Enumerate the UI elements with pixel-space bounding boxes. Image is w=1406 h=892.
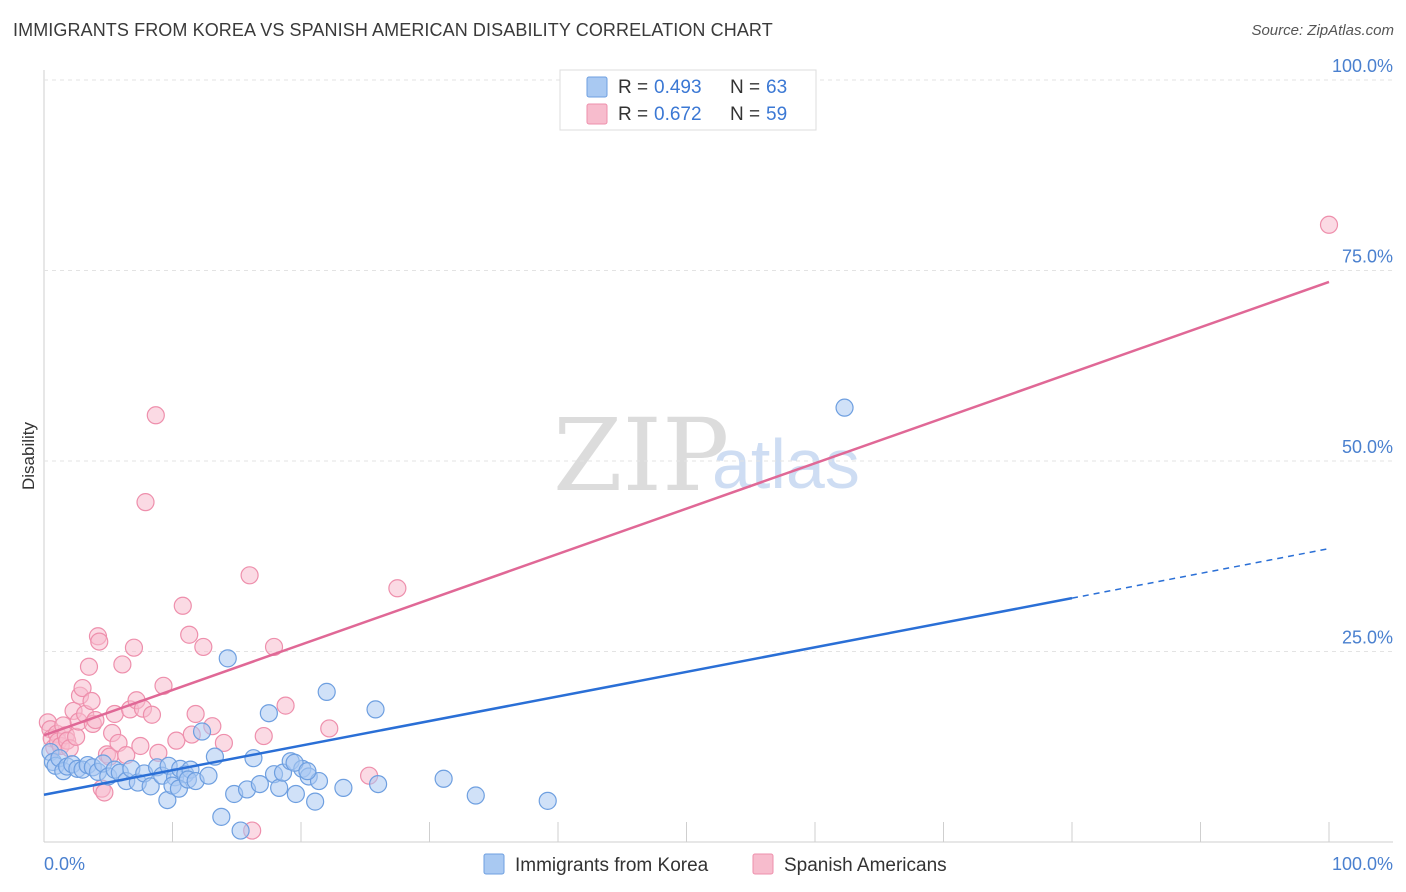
spanish-point-43 xyxy=(173,596,192,615)
spanish-point-39 xyxy=(146,406,165,425)
korea-point-39 xyxy=(231,821,250,840)
y-tick-label-100: 100.0% xyxy=(1332,56,1393,76)
korea-point-43 xyxy=(259,704,278,723)
korea-point-55 xyxy=(317,682,336,701)
korea-point-36 xyxy=(212,807,231,826)
korea-point-33 xyxy=(192,722,212,741)
y-tick-labels: 25.0% 50.0% 75.0% 100.0% xyxy=(1332,56,1393,648)
legend-spanish-swatch xyxy=(752,853,774,875)
spanish-point-17 xyxy=(79,657,99,676)
stats-spanish-r-label: R = xyxy=(618,104,648,125)
spanish-point-37 xyxy=(136,493,155,512)
series-spanish-americans xyxy=(38,215,1339,840)
spanish-point-18 xyxy=(82,691,101,711)
x-tick-label-0: 0.0% xyxy=(44,854,85,874)
spanish-trend-line xyxy=(43,280,1330,737)
korea-trend-extension xyxy=(1071,547,1330,599)
stats-korea-r-value: 0.493 xyxy=(654,77,702,98)
stats-spanish-r-value: 0.672 xyxy=(654,104,702,125)
korea-point-58 xyxy=(434,769,453,788)
series-immigrants-from-korea xyxy=(41,398,854,840)
y-axis-label: Disability xyxy=(19,421,38,490)
spanish-point-58 xyxy=(1319,215,1339,234)
korea-point-61 xyxy=(835,398,854,417)
korea-point-51 xyxy=(306,792,325,811)
stats-spanish-n-label: N = xyxy=(730,104,760,125)
spanish-point-33 xyxy=(124,638,144,657)
stats-korea-r-label: R = xyxy=(618,77,648,98)
y-tick-label-25: 25.0% xyxy=(1342,628,1393,648)
korea-point-52 xyxy=(309,771,329,791)
gridlines xyxy=(44,79,1393,652)
spanish-point-52 xyxy=(276,696,295,715)
stats-spanish-n-value: 59 xyxy=(766,104,787,125)
korea-point-57 xyxy=(369,774,388,794)
spanish-point-55 xyxy=(388,579,407,598)
korea-trend-line xyxy=(43,596,1073,796)
bottom-legend: Immigrants from Korea Spanish Americans xyxy=(483,853,947,876)
legend-korea-swatch xyxy=(483,853,505,875)
korea-point-42 xyxy=(250,774,269,794)
stats-legend: R = 0.493 N = 63 R = 0.672 N = 59 xyxy=(559,69,817,131)
stats-spanish-swatch xyxy=(586,103,608,125)
y-tick-label-50: 50.0% xyxy=(1342,437,1393,457)
spanish-point-44 xyxy=(180,625,199,644)
korea-point-59 xyxy=(466,786,485,805)
spanish-point-50 xyxy=(240,566,259,585)
trend-lines xyxy=(43,280,1330,796)
stats-korea-swatch xyxy=(586,76,608,98)
watermark: ZIP atlas xyxy=(553,397,860,514)
korea-point-62 xyxy=(298,762,317,781)
stats-korea-n-value: 63 xyxy=(766,77,787,98)
y-tick-label-75: 75.0% xyxy=(1342,247,1393,267)
chart-title: IMMIGRANTS FROM KOREA VS SPANISH AMERICA… xyxy=(13,20,773,40)
spanish-point-42 xyxy=(167,731,186,750)
spanish-point-57 xyxy=(254,726,273,746)
korea-point-48 xyxy=(286,784,305,804)
spanish-point-38 xyxy=(142,705,162,724)
stats-korea-n-label: N = xyxy=(730,77,760,98)
spanish-point-49 xyxy=(214,733,233,753)
korea-point-41 xyxy=(244,749,263,768)
korea-point-53 xyxy=(285,753,304,772)
korea-point-37 xyxy=(218,649,237,668)
spanish-point-56 xyxy=(320,719,339,738)
korea-point-45 xyxy=(270,778,289,797)
spanish-point-12 xyxy=(67,727,86,746)
legend-korea-label: Immigrants from Korea xyxy=(515,855,709,876)
korea-point-34 xyxy=(199,766,218,785)
korea-point-54 xyxy=(334,778,353,797)
spanish-point-24 xyxy=(95,783,114,802)
source-credit: Source: ZipAtlas.com xyxy=(1251,22,1394,39)
x-tick-label-100: 100.0% xyxy=(1332,854,1393,874)
spanish-point-30 xyxy=(113,655,132,674)
spanish-point-22 xyxy=(90,632,109,651)
korea-point-56 xyxy=(366,700,385,719)
watermark-zip: ZIP xyxy=(553,397,729,514)
x-ticks xyxy=(172,822,1330,842)
spanish-point-47 xyxy=(194,637,213,657)
korea-point-20 xyxy=(141,777,160,796)
spanish-point-15 xyxy=(73,678,92,698)
spanish-point-46 xyxy=(186,704,205,724)
legend-spanish-label: Spanish Americans xyxy=(784,855,947,876)
spanish-point-35 xyxy=(131,736,150,756)
korea-point-60 xyxy=(538,791,557,810)
